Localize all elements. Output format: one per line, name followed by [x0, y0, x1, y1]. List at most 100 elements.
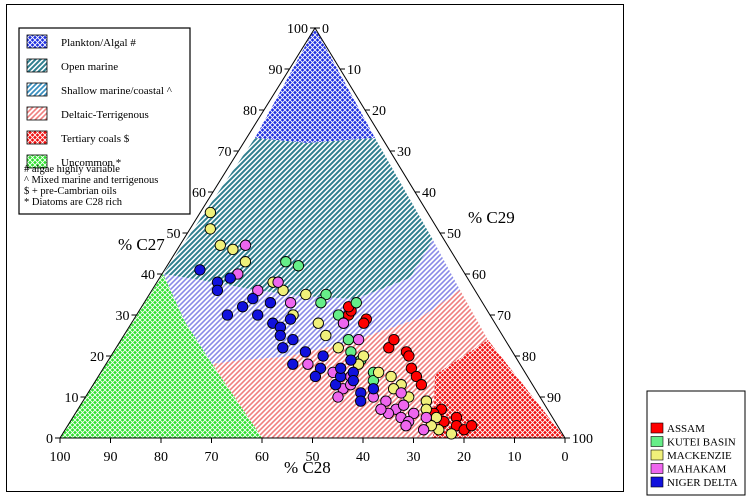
series-label-assam: ASSAM: [667, 423, 705, 435]
point-niger-delta: [284, 313, 297, 325]
point-niger-delta: [287, 358, 299, 370]
tick-label-c28: 0: [562, 450, 569, 465]
point-niger-delta: [224, 272, 236, 284]
point-mahakam: [302, 358, 314, 370]
tick-label-c29: 70: [497, 309, 511, 324]
point-kutei-basin: [292, 260, 305, 272]
legend-label-tertiary-coals: Tertiary coals $: [61, 133, 130, 145]
legend-label-open-marine: Open marine: [61, 61, 118, 73]
point-mackenzie: [357, 350, 370, 362]
point-mahakam: [284, 297, 297, 309]
point-niger-delta: [347, 374, 359, 387]
tick-label-c28: 60: [255, 450, 269, 465]
tick-label-c28: 100: [50, 450, 71, 465]
region-open-marine: [163, 138, 433, 299]
legend-label-shallow-marine-coastal: Shallow marine/coastal ^: [61, 85, 173, 97]
legend-swatch-deltaic-terrigenous: [26, 106, 48, 121]
point-mahakam: [420, 411, 432, 424]
facies-regions: [59, 27, 566, 439]
tick-label-c27: 0: [46, 432, 53, 447]
point-mackenzie: [312, 317, 324, 329]
region-plankton: [255, 28, 375, 143]
tick-label-c29: 60: [472, 268, 486, 283]
legend-note: $ + pre-Cambrian oils: [24, 186, 117, 197]
tick-label-c27: 10: [65, 391, 79, 406]
point-niger-delta: [355, 395, 367, 407]
point-mahakam: [252, 284, 264, 297]
point-mahakam: [375, 403, 387, 415]
point-assam: [465, 420, 478, 432]
tick-label-c27: 60: [192, 186, 206, 201]
point-mahakam: [417, 424, 430, 436]
tick-label-c27: 20: [90, 350, 104, 365]
point-niger-delta: [309, 370, 322, 383]
tick-label-c29: 50: [447, 227, 461, 242]
legend-swatch-open-marine: [26, 58, 48, 73]
tick-label-c27: 100: [287, 22, 308, 37]
legend-label-deltaic-terrigenous: Deltaic-Terrigenous: [61, 109, 149, 121]
point-mahakam: [272, 276, 284, 288]
series-label-mackenzie: MACKENZIE: [667, 450, 732, 462]
legend-note: # algae highly variable: [24, 164, 120, 175]
point-mahakam: [239, 239, 252, 251]
point-assam: [403, 350, 415, 362]
tick-label-c28: 40: [356, 450, 370, 465]
point-niger-delta: [345, 354, 357, 366]
point-mackenzie: [204, 223, 216, 235]
tick-label-c29: 40: [422, 186, 436, 201]
point-niger-delta: [211, 284, 224, 297]
point-mackenzie: [445, 428, 458, 440]
tick-label-c29: 10: [347, 63, 361, 78]
tick-label-c29: 0: [322, 22, 329, 37]
point-mahakam: [400, 420, 412, 432]
point-mackenzie: [300, 288, 312, 301]
tick-label-c29: 30: [397, 145, 411, 160]
point-mahakam: [397, 399, 410, 411]
region-uncommon: [60, 274, 262, 438]
point-kutei-basin: [320, 288, 332, 301]
point-assam: [388, 333, 400, 346]
tick-label-c27: 80: [243, 104, 257, 119]
tick-label-c27: 40: [141, 268, 155, 283]
tick-label-c28: 10: [508, 450, 522, 465]
point-mackenzie: [385, 370, 397, 383]
point-kutei-basin: [342, 333, 355, 346]
tick-label-c29: 90: [547, 391, 561, 406]
point-niger-delta: [299, 346, 312, 358]
tick-label-c27: 90: [269, 63, 283, 78]
tick-label-c27: 30: [116, 309, 130, 324]
region-legend: Plankton/Algal # Open marine Shallow marin…: [18, 27, 191, 215]
tick-label-c29: 100: [572, 432, 593, 447]
legend-note: * Diatoms are C28 rich: [24, 197, 123, 208]
tick-label-c28: 90: [104, 450, 118, 465]
tick-label-c28: 30: [407, 450, 421, 465]
axis-label-c28: % C28: [284, 458, 331, 477]
tick-label-c27: 50: [167, 227, 181, 242]
legend-swatch-plankton-algal: [26, 34, 48, 49]
point-niger-delta: [329, 379, 342, 391]
region-shallow-mixed: [163, 240, 460, 364]
legend-swatch-uncommon: [26, 154, 48, 169]
series-swatch-niger-delta: [650, 476, 664, 488]
point-mackenzie: [332, 342, 344, 354]
tick-label-c27: 70: [218, 145, 232, 160]
point-kutei-basin: [350, 297, 362, 309]
plot-frame: [6, 4, 624, 492]
axis-label-c27: % C27: [118, 235, 165, 254]
point-niger-delta: [287, 333, 299, 346]
series-swatch-assam: [650, 422, 664, 434]
point-mahakam: [332, 391, 344, 403]
series-swatch-mahakam: [650, 463, 664, 474]
series-label-mahakam: MAHAKAM: [667, 464, 727, 476]
series-swatch-kutei-basin: [650, 436, 664, 447]
tick-label-c28: 50: [306, 450, 320, 465]
legend-label-plankton-algal: Plankton/Algal #: [61, 37, 136, 49]
point-mackenzie: [320, 329, 332, 342]
point-mackenzie: [372, 366, 385, 379]
legend-note: ^ Mixed marine and terrigenous: [24, 175, 158, 186]
point-niger-delta: [194, 264, 206, 276]
point-assam: [415, 379, 428, 391]
legend-swatch-tertiary-coals: [26, 130, 48, 145]
tick-label-c29: 20: [372, 104, 386, 119]
